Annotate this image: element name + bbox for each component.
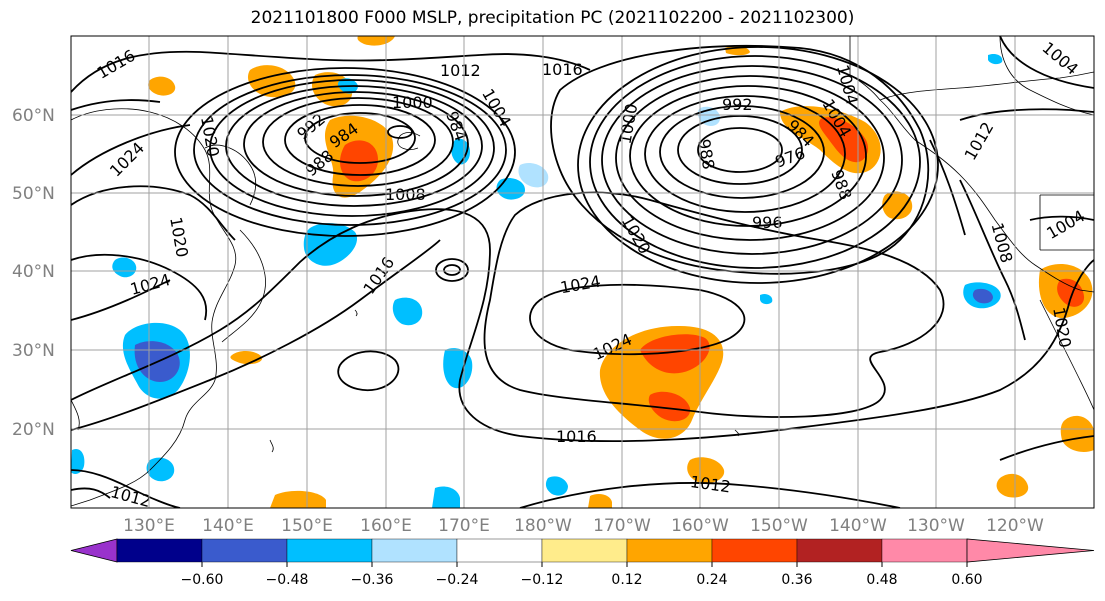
colorbar-segment [201, 538, 288, 563]
lon-label: 130°W [907, 516, 965, 536]
colorbar: −0.60 −0.48 −0.36 −0.24 −0.12 0.12 0.24 … [70, 538, 1095, 588]
colorbar-segment [371, 538, 458, 563]
colorbar-tick-label: 0.36 [781, 572, 812, 588]
lon-label: 150°W [750, 516, 808, 536]
contour-label: 1016 [556, 427, 597, 446]
colorbar-tick-label: −0.60 [181, 572, 224, 588]
lat-label: 20°N [12, 420, 55, 440]
lat-label: 40°N [12, 262, 55, 282]
colorbar-tick-label: 0.24 [696, 572, 727, 588]
colorbar-tick-labels: −0.60 −0.48 −0.36 −0.24 −0.12 0.12 0.24 … [181, 572, 983, 588]
map-title: 2021101800 F000 MSLP, precipitation PC (… [250, 8, 855, 28]
mslp-contours [71, 36, 1094, 508]
colorbar-tick-label: −0.48 [266, 572, 309, 588]
lon-label: 160°E [360, 516, 412, 536]
colorbar-segment [881, 538, 968, 563]
colorbar-tick-label: 0.60 [951, 572, 982, 588]
lat-label: 50°N [12, 184, 55, 204]
lon-label: 160°W [671, 516, 729, 536]
lon-label: 170°E [438, 516, 490, 536]
colorbar-segment [286, 538, 373, 563]
contour-label: 992 [722, 95, 753, 114]
colorbar-segment [541, 538, 628, 563]
colorbar-left-extension [70, 538, 118, 563]
contour-label: 996 [752, 213, 783, 232]
lat-label: 30°N [12, 341, 55, 361]
colorbar-tick-label: 0.48 [866, 572, 897, 588]
colorbar-tick-label: 0.12 [611, 572, 642, 588]
lon-label: 140°W [829, 516, 887, 536]
plot-frame [70, 35, 1095, 509]
lon-label: 140°E [202, 516, 254, 536]
contour-label: 1016 [542, 60, 583, 79]
latitude-labels: 60°N 50°N 40°N 30°N 20°N [12, 106, 55, 440]
gridlines [71, 36, 1094, 508]
colorbar-segment [796, 538, 883, 563]
lon-label: 170°W [593, 516, 651, 536]
colorbar-segment [116, 538, 203, 563]
colorbar-segment [456, 538, 543, 563]
lat-label: 60°N [12, 106, 55, 126]
contour-label: 1008 [385, 185, 426, 204]
lon-label: 180°W [514, 516, 572, 536]
contour-label: 1012 [440, 61, 481, 80]
lon-label: 150°E [281, 516, 333, 536]
colorbar-segment [711, 538, 798, 563]
colorbar-ticks [201, 562, 968, 567]
longitude-labels: 130°E 140°E 150°E 160°E 170°E 180°W 170°… [123, 516, 1044, 536]
colorbar-right-extension [966, 538, 1095, 563]
lon-label: 120°W [986, 516, 1044, 536]
colorbar-tick-label: −0.12 [521, 572, 564, 588]
colorbar-tick-label: −0.24 [436, 572, 479, 588]
lon-label: 130°E [123, 516, 175, 536]
colorbar-tick-label: −0.36 [351, 572, 394, 588]
contour-label: 1000 [392, 93, 433, 112]
colorbar-segment [626, 538, 713, 563]
